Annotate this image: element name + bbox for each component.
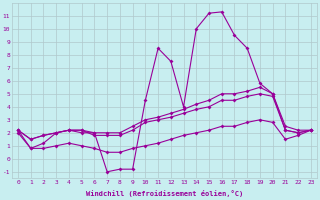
X-axis label: Windchill (Refroidissement éolien,°C): Windchill (Refroidissement éolien,°C) — [86, 190, 243, 197]
